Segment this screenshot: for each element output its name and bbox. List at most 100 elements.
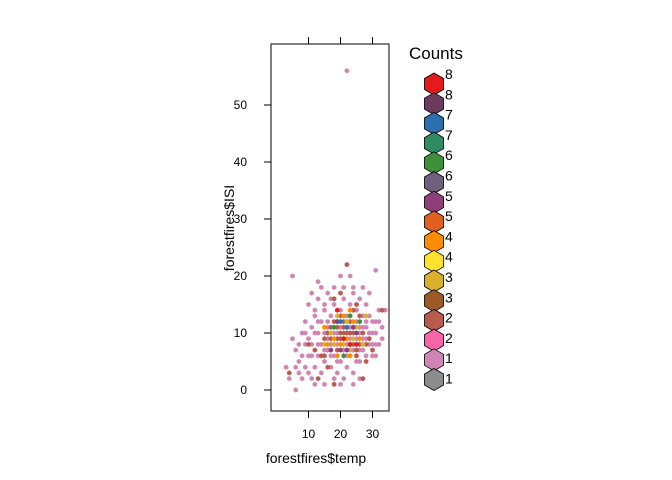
hex-cell-count-1 — [370, 353, 375, 359]
hex-cell-count-8 — [347, 341, 353, 348]
hex-cell-count-1 — [315, 296, 321, 302]
hex-cell-count-1 — [312, 330, 318, 336]
hex-cell-count-1 — [322, 347, 327, 353]
hex-cell-count-1 — [309, 353, 314, 359]
hex-cell-count-1 — [363, 353, 369, 359]
hex-cell-count-5 — [354, 330, 359, 336]
hex-cell-count-1 — [306, 336, 311, 342]
hex-cell-count-2 — [357, 313, 362, 319]
hex-cell-count-1 — [312, 313, 318, 319]
hex-cell-count-1 — [328, 313, 334, 319]
hex-cell-count-1 — [287, 375, 292, 382]
y-tick-label: 10 — [234, 326, 248, 340]
hex-cell-count-1 — [315, 318, 321, 325]
legend-hex — [424, 72, 444, 96]
hex-cell-count-6 — [357, 318, 362, 325]
hex-cell-count-1 — [341, 375, 346, 382]
hex-cell-count-6 — [341, 353, 346, 359]
hex-cell-count-2 — [331, 381, 337, 387]
hex-cell-count-1 — [283, 364, 289, 370]
legend: 8 8 7 7 6 6 5 5 4 4 3 3 2 2 1 1 — [424, 66, 453, 391]
hex-cell-count-1 — [347, 273, 353, 279]
legend-hex — [424, 171, 444, 194]
hex-cell-count-7 — [338, 318, 343, 325]
legend-title: Counts — [409, 44, 463, 63]
hex-cell-count-2 — [363, 358, 369, 365]
hex-cell-count-2 — [379, 307, 385, 313]
legend-label: 1 — [445, 371, 453, 387]
legend-label: 3 — [445, 269, 453, 285]
hex-cell-count-1 — [315, 279, 321, 285]
legend-label: 5 — [445, 208, 453, 224]
legend-hex — [424, 348, 444, 372]
hex-cell-count-1 — [303, 364, 308, 370]
hex-cell-count-1 — [290, 273, 295, 279]
legend-label: 1 — [445, 350, 453, 366]
hex-cell-count-1 — [290, 336, 295, 342]
hex-cell-count-1 — [322, 301, 327, 308]
hex-cell-count-1 — [309, 375, 314, 382]
hex-cell-count-1 — [303, 330, 308, 336]
x-axis: 10 20 30 — [302, 37, 379, 441]
hex-cell-count-2 — [322, 353, 327, 359]
hex-cell-count-1 — [335, 370, 340, 376]
y-tick-label: 20 — [234, 269, 248, 283]
hex-cell-count-1 — [351, 284, 356, 291]
legend-label: 2 — [445, 310, 453, 326]
hex-cell-count-1 — [367, 330, 372, 336]
legend-hex — [424, 249, 444, 273]
hex-cell-count-1 — [322, 307, 327, 313]
hex-cell-count-1 — [296, 341, 302, 348]
y-tick-label: 40 — [234, 155, 248, 169]
hex-cell-count-1 — [312, 364, 318, 370]
legend-hex — [424, 289, 444, 313]
hex-cell-count-1 — [373, 267, 378, 273]
hex-cell-count-1 — [357, 358, 362, 365]
hex-cell-count-2 — [331, 296, 337, 302]
plot-frame — [270, 43, 390, 412]
hex-cell-count-1 — [331, 375, 337, 382]
hex-cell-count-2 — [306, 341, 311, 348]
hex-cell-count-1 — [296, 358, 302, 365]
hex-cell-count-3 — [328, 330, 334, 336]
hex-cell-count-1 — [325, 318, 330, 325]
hex-cell-count-1 — [376, 318, 382, 325]
hex-cell-count-2 — [370, 347, 375, 353]
hex-cell-count-1 — [293, 387, 298, 393]
hex-cell-count-1 — [360, 324, 366, 330]
hex-cell-count-2 — [338, 290, 343, 296]
hex-cell-count-1 — [299, 375, 305, 382]
hex-cell-count-8 — [354, 341, 359, 348]
hex-cell-count-1 — [331, 301, 337, 308]
hex-cell-count-4 — [347, 353, 353, 359]
legend-hex — [424, 230, 444, 254]
legend-label: 2 — [445, 330, 453, 346]
hex-cell-count-3 — [331, 341, 337, 348]
hex-cell-count-3 — [363, 313, 369, 319]
legend-label: 3 — [445, 289, 453, 305]
hex-cell-count-5 — [351, 324, 356, 330]
legend-label: 5 — [445, 188, 453, 204]
hex-cell-count-2 — [322, 336, 327, 342]
hex-cell-count-2 — [338, 330, 343, 336]
legend-hex — [424, 111, 444, 135]
hex-cell-count-4 — [325, 341, 330, 348]
y-axis-title: forestfires$ISI — [221, 185, 237, 271]
hex-cell-count-2 — [347, 330, 353, 336]
hex-cell-count-1 — [379, 336, 385, 342]
hex-cell-count-8 — [335, 307, 340, 313]
hex-cell-count-2 — [354, 301, 359, 308]
legend-hex — [424, 328, 444, 352]
hex-cell-count-1 — [370, 318, 375, 325]
legend-hex — [424, 190, 444, 214]
hex-cell-count-4 — [357, 336, 362, 342]
hex-cell-count-3 — [335, 313, 340, 319]
hex-cell-count-1 — [341, 284, 346, 291]
hex-cell-count-1 — [293, 347, 298, 353]
hex-cell-count-2 — [287, 370, 292, 376]
legend-label: 8 — [445, 66, 453, 82]
legend-hex — [424, 92, 444, 116]
hex-cell-count-1 — [379, 324, 385, 330]
hex-cell-count-1 — [306, 370, 311, 376]
